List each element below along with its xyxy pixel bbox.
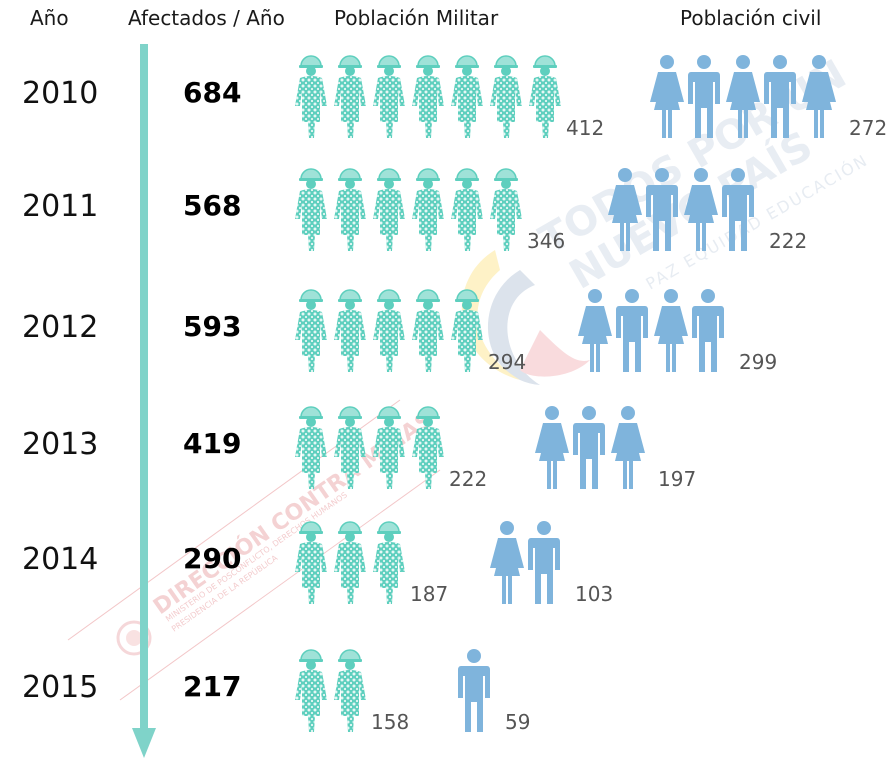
year-row: 2015 217 158 59 (22, 649, 530, 734)
soldier-icon (295, 168, 327, 251)
soldier-icon (490, 55, 522, 138)
soldier-icon (334, 168, 366, 251)
woman-icon (535, 406, 569, 489)
soldier-icon (373, 289, 405, 372)
soldier-icon (529, 55, 561, 138)
military-icons (295, 168, 522, 251)
military-count: 346 (527, 229, 565, 253)
year-row: 2011 568 346 222 (22, 168, 807, 253)
timeline-arrow (132, 44, 156, 758)
civil-count: 222 (769, 229, 807, 253)
soldier-icon (295, 406, 327, 489)
header-affected: Afectados / Año (128, 6, 285, 30)
military-count: 187 (410, 582, 448, 606)
civil-icons (608, 168, 754, 251)
year-label: 2014 (22, 542, 98, 577)
civil-icons (578, 289, 724, 372)
soldier-icon (412, 406, 444, 489)
header-year: Año (30, 6, 69, 30)
civil-count: 197 (658, 467, 696, 491)
soldier-icon (373, 406, 405, 489)
civil-count: 59 (505, 710, 530, 734)
civil-count: 299 (739, 350, 777, 374)
soldier-icon (412, 55, 444, 138)
year-row: 2012 593 294 299 (22, 289, 777, 374)
man-icon (688, 55, 720, 138)
soldier-icon (334, 521, 366, 604)
military-icons (295, 406, 444, 489)
woman-icon (490, 521, 524, 604)
header-military: Población Militar (334, 6, 499, 30)
soldier-icon (334, 649, 366, 732)
military-icons (295, 55, 561, 138)
woman-icon (726, 55, 760, 138)
man-icon (692, 289, 724, 372)
affected-total: 217 (183, 670, 241, 703)
military-icons (295, 649, 366, 732)
civil-count: 272 (849, 116, 887, 140)
woman-icon (802, 55, 836, 138)
soldier-icon (295, 521, 327, 604)
woman-icon (608, 168, 642, 251)
year-label: 2012 (22, 310, 98, 345)
year-label: 2015 (22, 670, 98, 705)
civil-count: 103 (575, 582, 613, 606)
soldier-icon (295, 289, 327, 372)
soldier-icon (451, 289, 483, 372)
military-icons (295, 521, 405, 604)
civil-icons (650, 55, 836, 138)
woman-icon (578, 289, 612, 372)
soldier-icon (334, 406, 366, 489)
affected-total: 290 (183, 542, 241, 575)
woman-icon (654, 289, 688, 372)
affected-total: 593 (183, 310, 241, 343)
soldier-icon (412, 289, 444, 372)
soldier-icon (451, 168, 483, 251)
man-icon (458, 649, 490, 732)
affected-total: 568 (183, 189, 241, 222)
military-count: 222 (449, 467, 487, 491)
military-count: 158 (371, 710, 409, 734)
man-icon (573, 406, 605, 489)
soldier-icon (295, 55, 327, 138)
affected-total: 684 (183, 76, 241, 109)
man-icon (764, 55, 796, 138)
soldier-icon (334, 55, 366, 138)
year-row: 2013 419 222 197 (22, 406, 696, 491)
soldier-icon (295, 649, 327, 732)
year-label: 2013 (22, 427, 98, 462)
soldier-icon (451, 55, 483, 138)
year-label: 2010 (22, 76, 98, 111)
soldier-icon (373, 168, 405, 251)
military-count: 412 (566, 116, 604, 140)
woman-icon (611, 406, 645, 489)
woman-icon (650, 55, 684, 138)
soldier-icon (412, 168, 444, 251)
affected-total: 419 (183, 427, 241, 460)
civil-icons (458, 649, 490, 732)
military-count: 294 (488, 350, 526, 374)
man-icon (722, 168, 754, 251)
civil-icons (535, 406, 645, 489)
soldier-icon (334, 289, 366, 372)
year-label: 2011 (22, 189, 98, 224)
man-icon (528, 521, 560, 604)
soldier-icon (373, 55, 405, 138)
military-icons (295, 289, 483, 372)
header-civil: Población civil (680, 6, 821, 30)
man-icon (646, 168, 678, 251)
woman-icon (684, 168, 718, 251)
man-icon (616, 289, 648, 372)
year-row: 2014 290 187 103 (22, 521, 613, 606)
civil-icons (490, 521, 560, 604)
soldier-icon (490, 168, 522, 251)
soldier-icon (373, 521, 405, 604)
year-row: 2010 684 412 272 (22, 55, 887, 140)
